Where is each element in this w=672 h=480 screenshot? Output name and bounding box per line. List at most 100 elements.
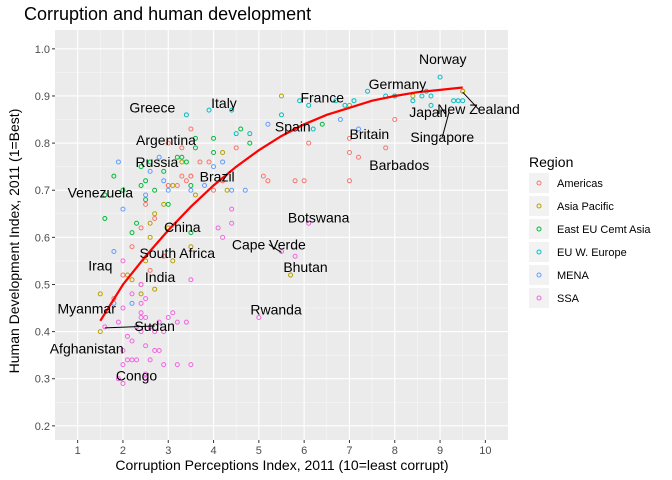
country-label: New Zealand: [437, 101, 520, 117]
data-point: [152, 216, 158, 222]
country-label: Rwanda: [250, 301, 302, 317]
data-point: [188, 183, 194, 189]
y-tick-label: 0.2: [35, 421, 50, 433]
x-tick-label: 9: [437, 445, 443, 457]
legend-key: [529, 265, 549, 285]
data-point: [229, 220, 235, 226]
data-point: [211, 164, 217, 170]
data-point: [201, 183, 207, 189]
data-point: [460, 98, 466, 104]
legend-label: SSA: [557, 293, 580, 305]
data-point: [265, 178, 271, 184]
x-tick-label: 6: [301, 445, 307, 457]
data-point: [161, 329, 167, 335]
data-point: [147, 220, 153, 226]
legend-label: Asia Pacific: [557, 201, 614, 213]
data-point: [97, 329, 103, 335]
data-point: [138, 314, 144, 320]
data-point: [156, 347, 162, 353]
data-point: [129, 277, 135, 283]
data-point: [143, 197, 149, 203]
data-point: [143, 258, 149, 264]
data-point: [120, 362, 126, 368]
data-point: [152, 211, 158, 217]
country-label: Singapore: [410, 129, 474, 145]
data-point: [138, 310, 144, 316]
legend-label: East EU Cemt Asia: [557, 224, 651, 236]
data-point: [455, 98, 461, 104]
data-point: [215, 225, 221, 231]
data-point: [220, 159, 226, 165]
data-point: [138, 164, 144, 170]
data-point: [156, 319, 162, 325]
country-label: India: [145, 269, 176, 285]
x-tick-label: 4: [210, 445, 216, 457]
data-point: [211, 135, 217, 141]
data-point: [111, 248, 117, 254]
data-point: [211, 150, 217, 156]
legend-key-symbol: [536, 249, 542, 255]
data-point: [306, 140, 312, 146]
x-tick-label: 1: [75, 445, 81, 457]
data-point: [165, 314, 171, 320]
label-leader: [462, 91, 479, 110]
country-label: Myanmar: [58, 301, 117, 317]
data-point: [115, 159, 121, 165]
data-point: [147, 168, 153, 174]
data-point: [102, 192, 108, 198]
data-point: [220, 150, 226, 156]
data-point: [192, 145, 198, 151]
legend-key: [529, 219, 549, 239]
data-point: [174, 319, 180, 325]
label-leader-lines: [104, 91, 479, 329]
data-point: [192, 135, 198, 141]
country-label: Norway: [419, 51, 466, 67]
label-leader: [441, 111, 450, 138]
data-point: [229, 187, 235, 193]
data-point: [351, 98, 357, 104]
data-point: [233, 131, 239, 137]
data-point: [129, 338, 135, 344]
data-point: [319, 121, 325, 127]
country-label: Brazil: [200, 169, 235, 185]
data-point: [129, 300, 135, 306]
country-label: Bhutan: [283, 259, 327, 275]
data-point: [143, 371, 149, 377]
y-tick-label: 0.8: [35, 138, 50, 150]
data-point: [97, 291, 103, 297]
data-point: [120, 206, 126, 212]
data-point: [138, 183, 144, 189]
data-point: [419, 93, 425, 99]
data-point: [356, 154, 362, 160]
data-point: [346, 135, 352, 141]
data-point: [229, 206, 235, 212]
data-point: [192, 192, 198, 198]
data-point: [188, 126, 194, 132]
data-point: [143, 201, 149, 207]
x-tick-label: 5: [256, 445, 262, 457]
data-point: [170, 183, 176, 189]
data-point: [174, 362, 180, 368]
data-point: [134, 357, 140, 363]
country-label: Cape Verde: [232, 236, 306, 252]
legend-key-symbol: [536, 295, 542, 301]
data-point: [183, 178, 189, 184]
data-point: [188, 173, 194, 179]
x-axis-ticks: 1 2 3 4 5 6 7 8 9 10: [75, 440, 491, 457]
data-point: [392, 117, 398, 123]
data-point: [120, 258, 126, 264]
data-point: [138, 281, 144, 287]
data-point: [247, 140, 253, 146]
data-point: [147, 159, 153, 165]
country-label: Spain: [275, 119, 311, 135]
data-point: [120, 347, 126, 353]
data-point: [143, 314, 149, 320]
x-tick-label: 2: [120, 445, 126, 457]
data-point: [346, 150, 352, 156]
data-point: [247, 131, 253, 137]
data-point: [134, 220, 140, 226]
data-point: [179, 159, 185, 165]
data-point: [220, 234, 226, 240]
data-point: [115, 319, 121, 325]
